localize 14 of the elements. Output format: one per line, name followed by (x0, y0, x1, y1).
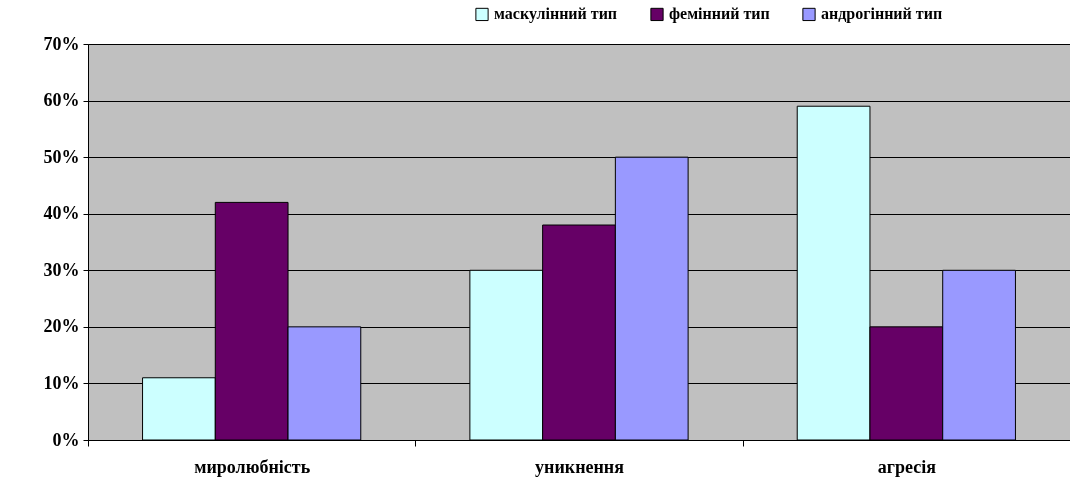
y-tick-label: 0% (52, 429, 80, 450)
y-tick-label: 50% (43, 146, 80, 167)
legend-label: андрогінний тип (821, 5, 943, 24)
x-tick-label: уникнення (535, 456, 625, 477)
y-tick-label: 20% (43, 316, 80, 337)
y-tick-label: 40% (43, 203, 80, 224)
y-tick-label: 10% (43, 372, 80, 393)
legend-label: фемінний тип (669, 5, 770, 24)
y-tick-label: 30% (43, 259, 80, 280)
x-tick-label: миролюбність (194, 456, 311, 477)
y-tick-label: 70% (43, 33, 80, 54)
x-tick-label: агресія (877, 456, 937, 477)
y-tick-label: 60% (43, 90, 80, 111)
legend-label: маскулінний тип (494, 5, 618, 24)
